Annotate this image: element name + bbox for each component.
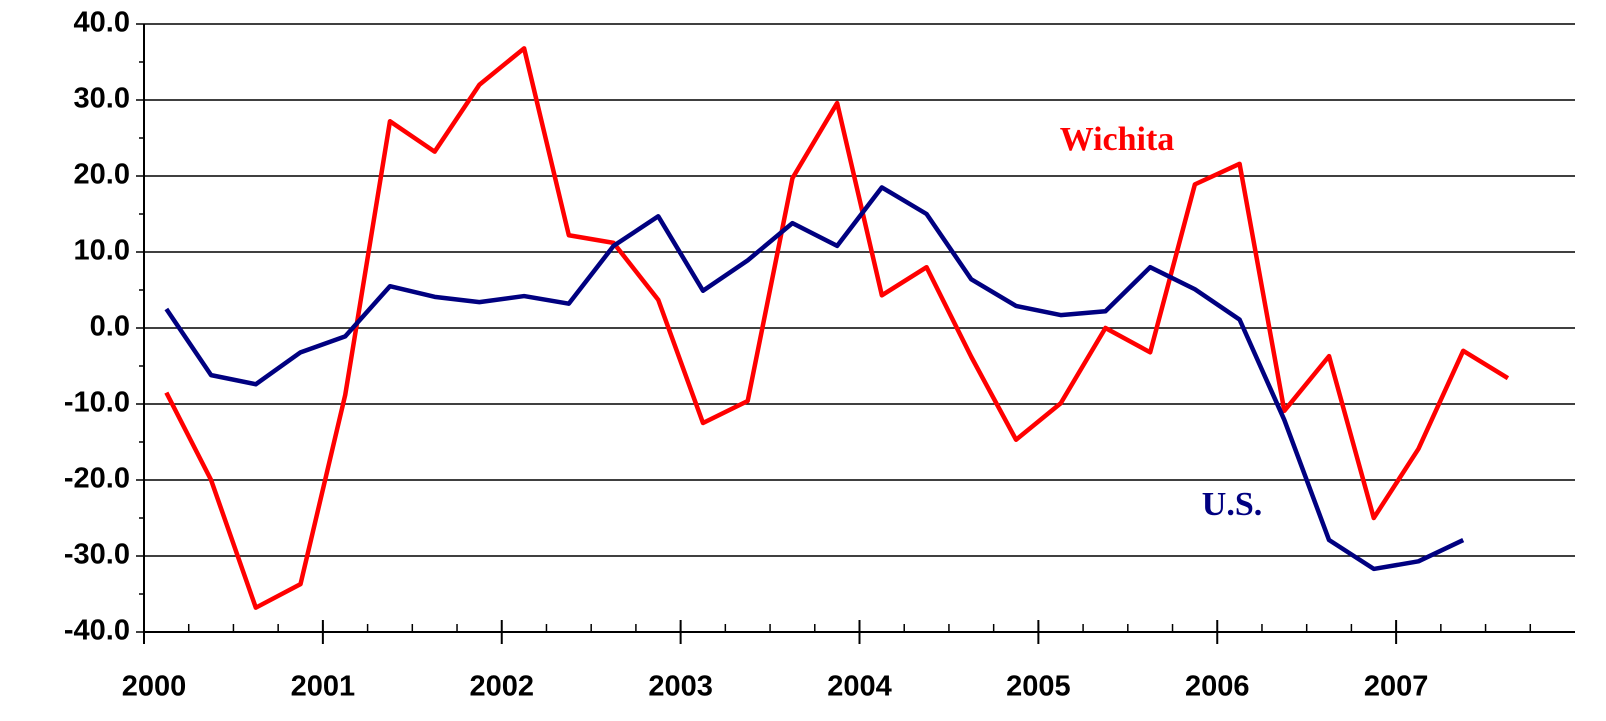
- x-tick-label: 2005: [1006, 671, 1071, 703]
- x-tick-label: 2004: [827, 671, 892, 703]
- line-series: [164, 185, 1465, 572]
- y-tick-label: -20.0: [64, 463, 130, 495]
- y-tick-label: 40.0: [74, 7, 130, 39]
- x-tick-label: 2002: [469, 671, 534, 703]
- x-tick-label: 2000: [122, 671, 187, 703]
- y-tick-label: 20.0: [74, 159, 130, 191]
- x-tick-label: 2007: [1364, 671, 1429, 703]
- series-label: U.S.: [1202, 486, 1262, 523]
- y-tick-label: 0.0: [90, 311, 130, 343]
- y-tick-label: -40.0: [64, 615, 130, 647]
- y-tick-label: 10.0: [74, 235, 130, 267]
- x-tick-label: 2006: [1185, 671, 1250, 703]
- y-tick-label: -30.0: [64, 539, 130, 571]
- line-series: [164, 46, 1510, 610]
- x-tick-label: 2003: [648, 671, 713, 703]
- y-tick-label: 30.0: [74, 83, 130, 115]
- series-label: Wichita: [1060, 121, 1175, 158]
- y-tick-label: -10.0: [64, 387, 130, 419]
- x-tick-label: 2001: [291, 671, 356, 703]
